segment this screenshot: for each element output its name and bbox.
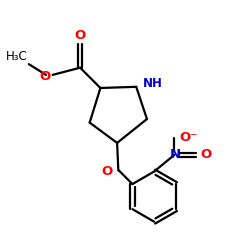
Text: NH: NH: [143, 78, 163, 90]
Text: O: O: [200, 148, 211, 161]
Text: H₃C: H₃C: [6, 50, 28, 63]
Text: O⁻: O⁻: [180, 131, 198, 144]
Text: O: O: [101, 165, 112, 178]
Text: O: O: [40, 70, 51, 82]
Text: N: N: [170, 148, 181, 161]
Text: O: O: [74, 29, 86, 42]
